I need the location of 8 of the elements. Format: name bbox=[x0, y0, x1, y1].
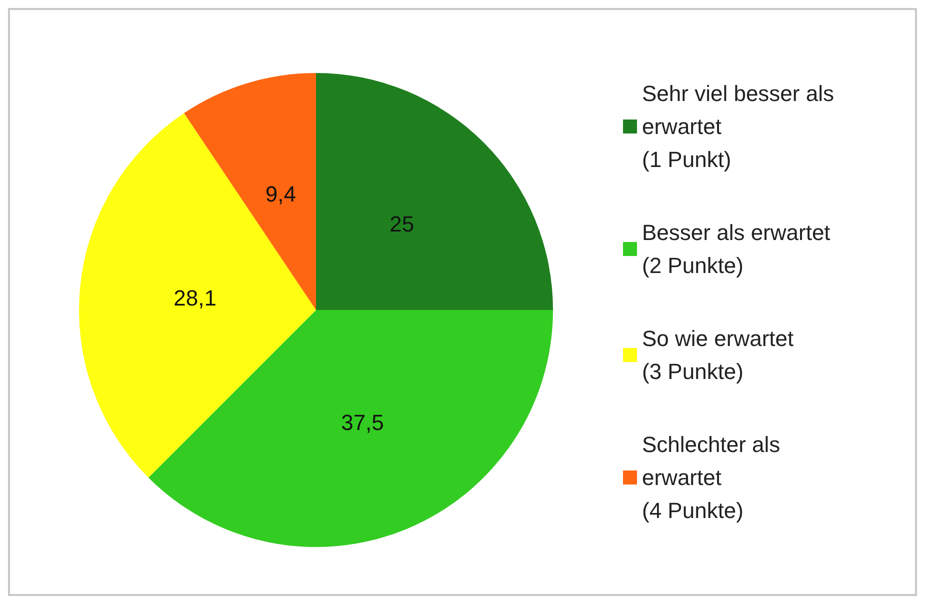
legend-label: So wie erwartet (3 Punkte) bbox=[642, 326, 794, 384]
legend-label: Besser als erwartet (2 Punkte) bbox=[642, 220, 830, 278]
data-label: 37,5 bbox=[341, 410, 384, 435]
data-label: 9,4 bbox=[265, 181, 296, 206]
legend-label: Sehr viel besser als erwartet (1 Punkt) bbox=[642, 81, 834, 172]
data-label: 25 bbox=[390, 212, 414, 237]
legend-label: Schlechter als erwartet (4 Punkte) bbox=[642, 432, 780, 523]
data-label: 28,1 bbox=[174, 286, 216, 311]
